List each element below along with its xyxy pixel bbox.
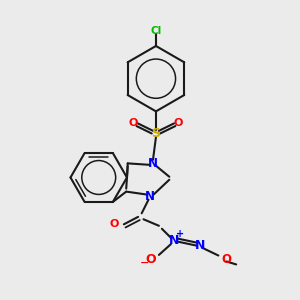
Text: N: N (145, 190, 155, 202)
Text: +: + (176, 229, 184, 239)
Text: N: N (169, 234, 179, 247)
Text: O: O (145, 254, 156, 266)
Text: O: O (110, 219, 119, 229)
Text: O: O (173, 118, 183, 128)
Text: S: S (152, 127, 160, 140)
Text: O: O (221, 254, 231, 266)
Text: Cl: Cl (150, 26, 162, 35)
Text: O: O (129, 118, 138, 128)
Text: N: N (148, 157, 158, 170)
Text: N: N (195, 238, 206, 252)
Text: −: − (140, 258, 149, 268)
